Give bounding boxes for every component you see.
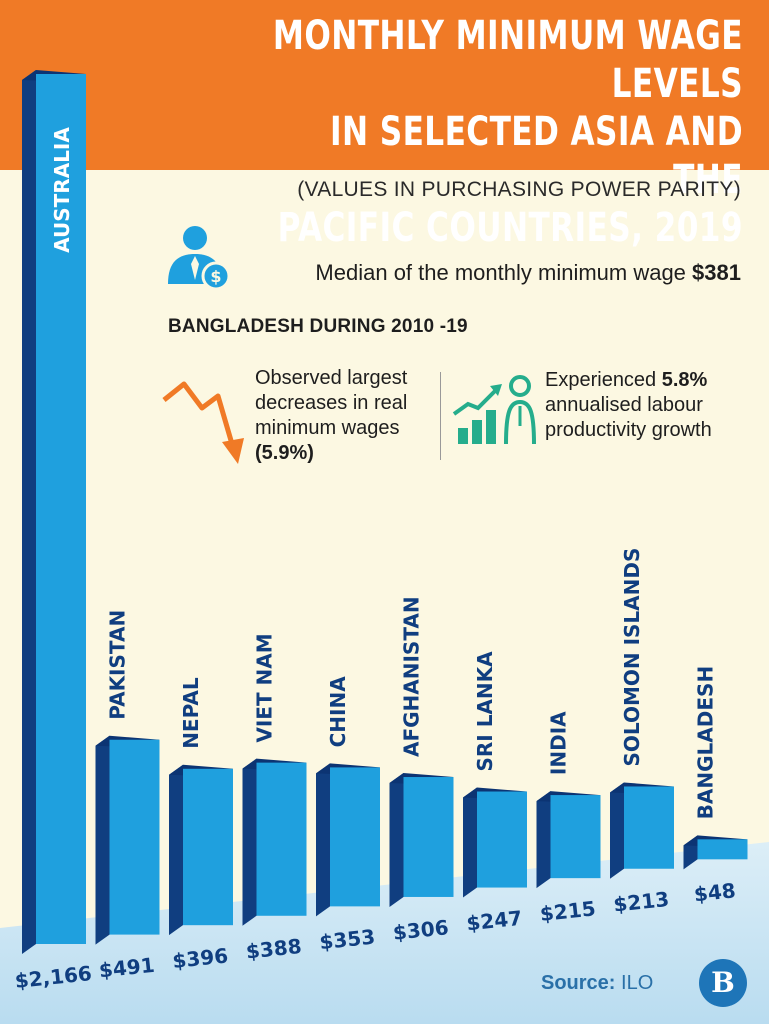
bar-pakistan <box>109 739 160 935</box>
value-label-sri-lanka: $247 <box>465 906 523 936</box>
bar-india <box>550 795 601 879</box>
bangladesh-heading: BANGLADESH DURING 2010 -19 <box>168 316 468 337</box>
decrease-label: Observed largest decreases in real minim… <box>255 367 408 439</box>
source-label: Source: <box>541 972 616 994</box>
category-label-afghanistan: AFGHANISTAN <box>400 596 424 757</box>
growth-statement: Experienced 5.8% annualised labour produ… <box>545 368 760 443</box>
category-label-pakistan: PAKISTAN <box>106 610 130 720</box>
divider <box>440 372 441 460</box>
category-label-viet-nam: VIET NAM <box>253 633 277 742</box>
bar-sri-lanka <box>477 791 527 888</box>
decrease-value: (5.9%) <box>255 442 314 464</box>
bar-side-solomon-islands <box>610 782 624 879</box>
value-label-nepal: $396 <box>171 943 229 973</box>
category-label-sri-lanka: SRI LANKA <box>473 651 497 772</box>
source-note: Source: ILO <box>541 972 653 995</box>
bar-bangladesh <box>697 839 748 860</box>
bar-afghanistan <box>403 777 454 897</box>
bar-nepal <box>183 768 233 926</box>
value-label-australia: $2,166 <box>14 961 93 993</box>
header-banner <box>0 0 769 170</box>
person-money-icon: $ <box>168 226 231 291</box>
category-label-australia: AUSTRALIA <box>50 127 74 253</box>
bar-solomon-islands <box>624 786 674 869</box>
value-label-afghanistan: $306 <box>392 915 450 945</box>
bar-side-afghanistan <box>389 773 404 907</box>
bar-side-sri-lanka <box>463 787 477 898</box>
bar-side-australia <box>22 70 36 954</box>
bar-china <box>330 767 380 907</box>
bar-viet-nam <box>256 762 307 916</box>
title-line-3: PACIFIC COUNTRIES, 2019 <box>277 205 743 251</box>
bar-side-china <box>316 763 330 917</box>
bar-australia <box>36 74 86 944</box>
brand-logo: B <box>699 959 747 1007</box>
growth-value: 5.8% <box>661 369 708 391</box>
source-value: ILO <box>621 972 654 994</box>
decrease-statement: Observed largest decreases in real minim… <box>255 366 445 466</box>
category-label-bangladesh: BANGLADESH <box>694 666 718 820</box>
value-label-solomon-islands: $213 <box>612 887 670 917</box>
median-label: Median of the monthly minimum wage <box>315 260 686 285</box>
category-label-india: INDIA <box>547 711 571 775</box>
value-label-viet-nam: $388 <box>245 934 303 964</box>
chart-title: MONTHLY MINIMUM WAGE LEVELS IN SELECTED … <box>259 12 743 252</box>
rising-bars-worker-icon <box>452 375 536 445</box>
svg-text:$: $ <box>210 267 221 286</box>
value-label-pakistan: $491 <box>98 953 156 983</box>
title-line-1: MONTHLY MINIMUM WAGE LEVELS <box>272 13 743 107</box>
bar-side-pakistan <box>95 735 110 945</box>
median-statement: Median of the monthly minimum wage $381 <box>315 260 741 286</box>
value-label-bangladesh: $48 <box>693 878 737 906</box>
value-label-india: $215 <box>539 896 597 926</box>
bar-side-viet-nam <box>242 758 257 926</box>
value-label-china: $353 <box>318 925 376 955</box>
median-value: $381 <box>692 260 741 285</box>
title-line-2: IN SELECTED ASIA AND THE <box>329 109 743 203</box>
growth-suffix: annualised labour productivity growth <box>545 394 712 441</box>
bar-side-nepal <box>169 764 183 936</box>
bar-side-india <box>536 791 551 889</box>
category-label-nepal: NEPAL <box>179 677 203 749</box>
chart-subtitle: (VALUES IN PURCHASING POWER PARITY) <box>297 178 741 201</box>
category-label-china: CHINA <box>326 676 350 748</box>
down-trend-arrow-icon <box>162 381 244 464</box>
growth-prefix: Experienced <box>545 369 657 391</box>
category-label-solomon-islands: SOLOMON ISLANDS <box>620 548 644 767</box>
